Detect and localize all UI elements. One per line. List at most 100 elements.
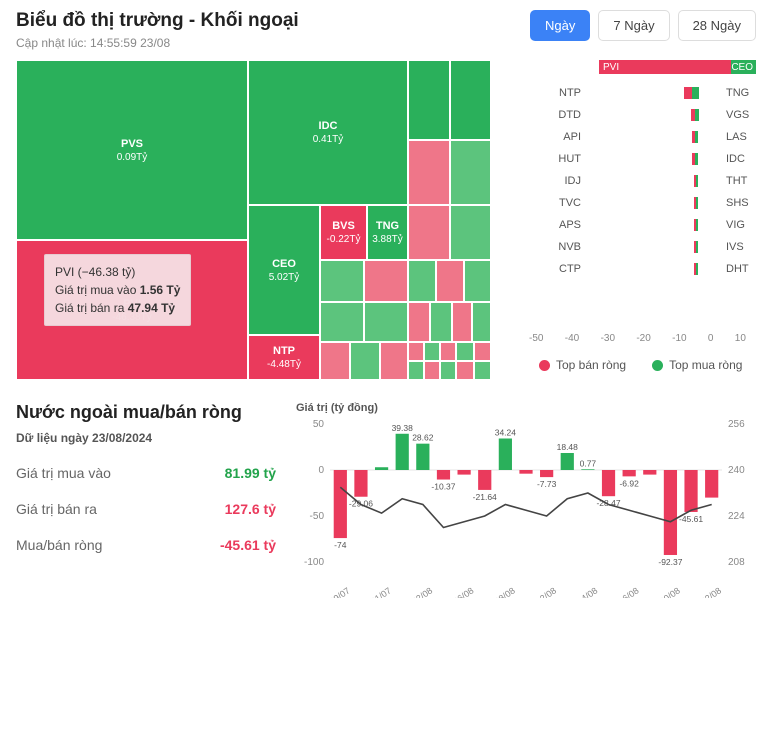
svg-text:34.24: 34.24 bbox=[495, 427, 517, 437]
treemap-cell[interactable] bbox=[440, 342, 456, 361]
svg-text:29/07: 29/07 bbox=[328, 585, 352, 598]
treemap-cell[interactable] bbox=[408, 140, 450, 205]
treemap-cell[interactable] bbox=[408, 302, 430, 342]
svg-text:22/08: 22/08 bbox=[699, 585, 723, 598]
svg-text:20/08: 20/08 bbox=[658, 585, 682, 598]
bar-row: HUTIDC bbox=[509, 148, 756, 170]
treemap-cell[interactable]: BVS-0.22Tỷ bbox=[320, 205, 367, 260]
treemap-cell[interactable] bbox=[424, 342, 440, 361]
svg-text:-74: -74 bbox=[334, 540, 347, 550]
btn-week[interactable]: 7 Ngày bbox=[598, 10, 669, 41]
bar-legend: Top bán ròng Top mua ròng bbox=[539, 358, 756, 372]
treemap-cell[interactable] bbox=[440, 361, 456, 380]
svg-text:240: 240 bbox=[728, 465, 745, 476]
netflow-date: Dữ liệu ngày 23/08/2024 bbox=[16, 431, 276, 445]
bar-row: IDJTHT bbox=[509, 170, 756, 192]
svg-text:28.62: 28.62 bbox=[412, 433, 434, 443]
treemap-cell[interactable] bbox=[320, 342, 350, 380]
treemap-cell[interactable]: IDC0.41Tỷ bbox=[248, 60, 408, 205]
netchart: Giá trị (tỷ đồng) 500-50-100256240224208… bbox=[296, 402, 756, 602]
treemap-cell[interactable] bbox=[452, 302, 472, 342]
svg-text:14/08: 14/08 bbox=[575, 585, 599, 598]
treemap-cell[interactable] bbox=[364, 302, 408, 342]
treemap[interactable]: TNG3.88TỷBVS-0.22Tỷ NTP-4.48TỷCEO5.02TỷID… bbox=[16, 60, 491, 380]
tooltip-sell: Giá trị bán ra 47.94 Tỷ bbox=[55, 299, 180, 317]
treemap-cell[interactable] bbox=[408, 205, 450, 260]
stack-pvi: PVI bbox=[599, 60, 731, 74]
svg-text:02/08: 02/08 bbox=[410, 585, 434, 598]
btn-day[interactable]: Ngày bbox=[530, 10, 590, 41]
treemap-cell[interactable] bbox=[450, 60, 491, 140]
treemap-cell[interactable] bbox=[408, 342, 424, 361]
svg-text:0.77: 0.77 bbox=[580, 458, 597, 468]
netflow-row: Giá trị mua vào81.99 tỷ bbox=[16, 465, 276, 481]
svg-text:06/08: 06/08 bbox=[451, 585, 475, 598]
svg-text:50: 50 bbox=[313, 419, 325, 430]
treemap-cell[interactable]: PVS0.09Tỷ bbox=[16, 60, 248, 240]
svg-text:0: 0 bbox=[318, 465, 324, 476]
bar-rows: NTPTNGDTDVGSAPILASHUTIDCIDJTHTTVCSHSAPSV… bbox=[509, 82, 756, 280]
treemap-cell[interactable] bbox=[456, 361, 474, 380]
bar-row: TVCSHS bbox=[509, 192, 756, 214]
main-row: TNG3.88TỷBVS-0.22TỷNTP-4.48TỷCEO5.02TỷID… bbox=[16, 60, 756, 380]
bar-row: CTPDHT bbox=[509, 258, 756, 280]
netflow-left: Nước ngoài mua/bán ròng Dữ liệu ngày 23/… bbox=[16, 402, 276, 602]
btn-month[interactable]: 28 Ngày bbox=[678, 10, 756, 41]
treemap-cell[interactable] bbox=[350, 342, 380, 380]
svg-text:31/07: 31/07 bbox=[369, 585, 393, 598]
treemap-cell[interactable] bbox=[472, 302, 491, 342]
update-time: Cập nhật lúc: 14:55:59 23/08 bbox=[16, 36, 299, 50]
period-buttons: Ngày 7 Ngày 28 Ngày bbox=[530, 10, 756, 41]
tooltip-title: PVI (−46.38 tỷ) bbox=[55, 263, 180, 281]
treemap-cell[interactable] bbox=[430, 302, 452, 342]
svg-text:208: 208 bbox=[728, 557, 745, 568]
netflow-row: Mua/bán ròng-45.61 tỷ bbox=[16, 537, 276, 553]
treemap-cell[interactable] bbox=[364, 260, 408, 302]
legend-sell: Top bán ròng bbox=[539, 358, 626, 372]
treemap-cell[interactable] bbox=[408, 60, 450, 140]
treemap-cell[interactable] bbox=[450, 140, 491, 205]
bar-row: APSVIG bbox=[509, 214, 756, 236]
treemap-cell[interactable] bbox=[474, 342, 491, 361]
treemap-cell[interactable] bbox=[408, 361, 424, 380]
stack-ceo: CEO bbox=[731, 60, 756, 74]
treemap-cell[interactable]: TNG3.88Tỷ bbox=[367, 205, 408, 260]
svg-text:-7.73: -7.73 bbox=[537, 479, 557, 489]
treemap-cell[interactable]: CEO5.02Tỷ bbox=[248, 205, 320, 335]
treemap-cell[interactable]: NTP-4.48Tỷ bbox=[248, 335, 320, 380]
netflow-title: Nước ngoài mua/bán ròng bbox=[16, 402, 276, 423]
bar-axis: -50-40-30-20-10010 bbox=[529, 333, 746, 344]
treemap-cell[interactable] bbox=[424, 361, 440, 380]
legend-buy: Top mua ròng bbox=[652, 358, 742, 372]
svg-text:16/08: 16/08 bbox=[616, 585, 640, 598]
treemap-cell[interactable] bbox=[380, 342, 408, 380]
barchart: PVI CEO NTPTNGDTDVGSAPILASHUTIDCIDJTHTTV… bbox=[509, 60, 756, 380]
netchart-svg: 500-50-100256240224208-74-29.0639.3828.6… bbox=[296, 418, 756, 598]
treemap-cell[interactable] bbox=[436, 260, 464, 302]
svg-text:08/08: 08/08 bbox=[493, 585, 517, 598]
treemap-cell[interactable] bbox=[464, 260, 491, 302]
treemap-cell[interactable] bbox=[320, 302, 364, 342]
svg-text:39.38: 39.38 bbox=[392, 423, 414, 433]
svg-text:-21.64: -21.64 bbox=[473, 492, 497, 502]
bar-row: DTDVGS bbox=[509, 104, 756, 126]
tooltip-buy: Giá trị mua vào 1.56 Tỷ bbox=[55, 281, 180, 299]
treemap-cell[interactable] bbox=[408, 260, 436, 302]
page-title: Biểu đồ thị trường - Khối ngoại bbox=[16, 10, 299, 32]
svg-text:256: 256 bbox=[728, 419, 745, 430]
svg-text:-50: -50 bbox=[310, 511, 325, 522]
svg-text:12/08: 12/08 bbox=[534, 585, 558, 598]
netchart-ylabel: Giá trị (tỷ đồng) bbox=[296, 402, 378, 414]
netflow-row: Giá trị bán ra127.6 tỷ bbox=[16, 501, 276, 517]
treemap-cell[interactable] bbox=[456, 342, 474, 361]
svg-text:18.48: 18.48 bbox=[557, 442, 579, 452]
svg-text:-6.92: -6.92 bbox=[619, 478, 639, 488]
bar-stack: PVI CEO bbox=[599, 60, 756, 74]
treemap-cell[interactable] bbox=[450, 205, 491, 260]
treemap-cell[interactable] bbox=[474, 361, 491, 380]
bar-row: NVBIVS bbox=[509, 236, 756, 258]
treemap-cell[interactable] bbox=[320, 260, 364, 302]
bar-row: NTPTNG bbox=[509, 82, 756, 104]
header-left: Biểu đồ thị trường - Khối ngoại Cập nhật… bbox=[16, 10, 299, 50]
svg-text:-92.37: -92.37 bbox=[658, 557, 682, 567]
